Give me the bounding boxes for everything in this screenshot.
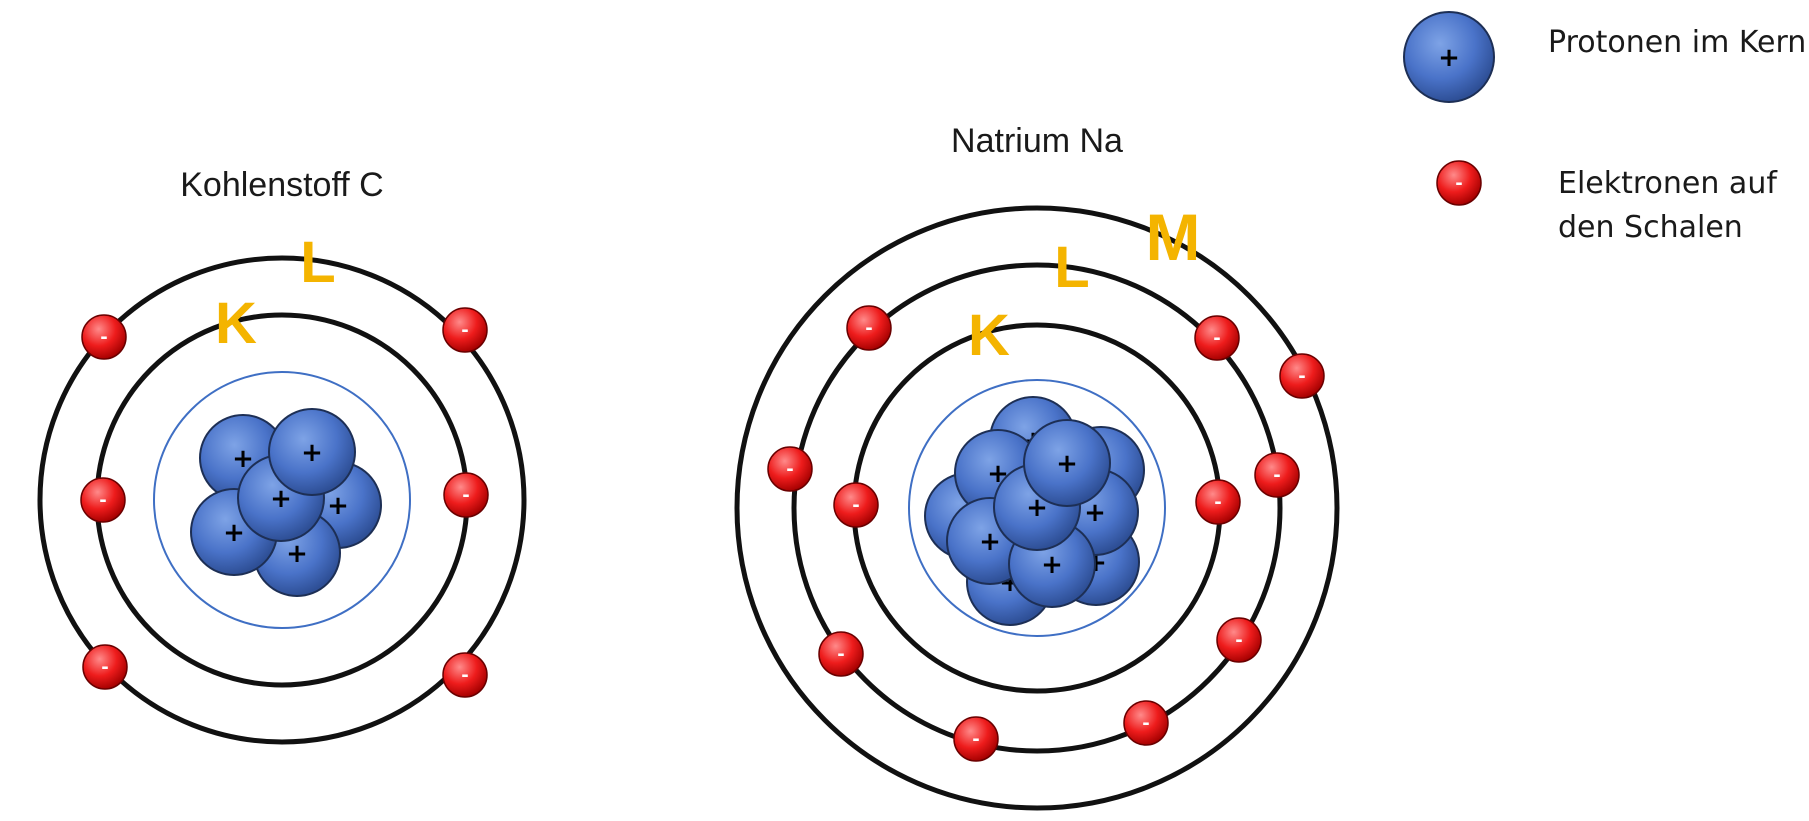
electron: - — [1195, 479, 1241, 525]
svg-text:-: - — [1298, 366, 1305, 387]
legend-electron-label-line2: den Schalen — [1558, 210, 1743, 245]
svg-text:-: - — [461, 320, 468, 341]
svg-text:-: - — [1142, 713, 1149, 734]
electron: - — [767, 446, 813, 492]
svg-text:-: - — [1455, 173, 1462, 194]
carbon-title: Kohlenstoff C — [180, 166, 384, 204]
carbon-electrons: - - - - - - — [80, 307, 489, 698]
electron: - — [846, 305, 892, 351]
svg-text:+: + — [301, 438, 323, 468]
svg-text:+: + — [979, 527, 1001, 557]
electron: - — [443, 472, 489, 518]
svg-text:-: - — [837, 644, 844, 665]
sodium-nucleus-ring — [908, 379, 1166, 637]
svg-text:-: - — [865, 318, 872, 339]
svg-text:-: - — [852, 495, 859, 516]
svg-text:+: + — [327, 491, 349, 521]
carbon-nucleus-ring — [153, 371, 411, 629]
svg-text:-: - — [99, 490, 106, 511]
sodium-title: Natrium Na — [951, 122, 1123, 160]
electron: - — [81, 314, 127, 360]
sodium-shell-l-label: L — [1054, 235, 1089, 300]
electron: - — [1279, 353, 1325, 399]
svg-text:+: + — [1041, 550, 1063, 580]
sodium-shell-l-orbit — [791, 262, 1283, 754]
sodium-shell-m-orbit — [734, 205, 1340, 811]
legend-proton-label: Protonen im Kern — [1548, 25, 1806, 60]
electron: - — [833, 482, 879, 528]
carbon-atom: Kohlenstoff C + + + + + + K L - - - - - … — [37, 166, 527, 745]
sodium-shell-m-label: M — [1146, 200, 1201, 274]
svg-text:+: + — [1026, 493, 1048, 523]
svg-text:-: - — [462, 485, 469, 506]
svg-text:-: - — [1235, 630, 1242, 651]
svg-text:-: - — [1213, 328, 1220, 349]
svg-text:-: - — [1273, 465, 1280, 486]
svg-text:+: + — [1438, 43, 1460, 73]
legend-proton-icon: + — [1403, 11, 1495, 103]
svg-text:+: + — [286, 539, 308, 569]
electron: - — [1254, 452, 1300, 498]
svg-text:-: - — [972, 729, 979, 750]
carbon-shell-l-label: L — [300, 230, 335, 295]
svg-text:-: - — [101, 657, 108, 678]
svg-text:+: + — [232, 444, 254, 474]
electron: - — [442, 652, 488, 698]
sodium-electrons: - - - - - - - - - - - — [767, 305, 1325, 762]
carbon-nucleus: + + + + + + — [190, 408, 382, 597]
legend: + Protonen im Kern - Elektronen auf den … — [1403, 11, 1806, 245]
svg-text:-: - — [786, 459, 793, 480]
electron: - — [82, 644, 128, 690]
svg-text:-: - — [1214, 492, 1221, 513]
electron: - — [818, 631, 864, 677]
sodium-nucleus: + + + + + + + + + + + — [924, 396, 1145, 626]
electron: - — [1123, 700, 1169, 746]
proton: + — [1023, 419, 1111, 507]
electron: - — [80, 477, 126, 523]
electron: - — [442, 307, 488, 353]
sodium-shell-k-label: K — [968, 303, 1010, 368]
carbon-shell-k-label: K — [215, 291, 257, 356]
sodium-atom: Natrium Na + + + + + + + + + + + K L M -… — [734, 122, 1340, 811]
electron: - — [953, 716, 999, 762]
svg-text:+: + — [270, 484, 292, 514]
svg-text:+: + — [223, 518, 245, 548]
svg-text:-: - — [461, 665, 468, 686]
proton: + — [268, 408, 356, 496]
carbon-shell-l-orbit — [37, 255, 527, 745]
svg-text:+: + — [1084, 498, 1106, 528]
electron: - — [1216, 617, 1262, 663]
svg-text:-: - — [100, 327, 107, 348]
legend-electron-icon: - — [1436, 160, 1482, 206]
legend-electron-label-line1: Elektronen auf — [1558, 166, 1778, 201]
svg-text:+: + — [1056, 449, 1078, 479]
electron: - — [1194, 315, 1240, 361]
